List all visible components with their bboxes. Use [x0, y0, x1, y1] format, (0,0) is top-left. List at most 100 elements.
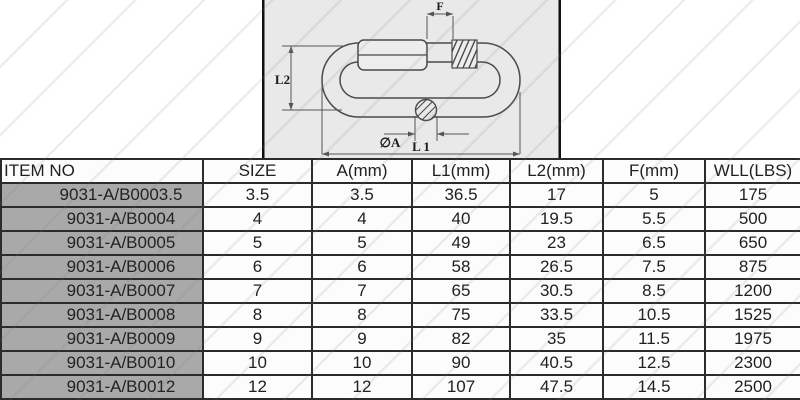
diagram-left-border	[262, 0, 265, 158]
cell-l2-mm: 17	[509, 182, 604, 208]
cell-item-no: 9031-A/B0010	[0, 350, 204, 376]
cell-l1-mm: 82	[411, 326, 511, 352]
cell-l1-mm: 40	[411, 206, 511, 232]
cell-f-mm: 12.5	[602, 350, 706, 376]
cell-f-mm: 5.5	[602, 206, 706, 232]
cell-l2-mm: 47.5	[509, 374, 604, 400]
cell-size: 12	[202, 374, 313, 400]
cell-item-no: 9031-A/B0004	[0, 206, 204, 232]
cell-size: 6	[202, 254, 313, 280]
wire-cross-section	[414, 98, 438, 122]
cell-wll-lbs: 650	[704, 230, 800, 256]
cell-size: 7	[202, 278, 313, 304]
cell-size: 8	[202, 302, 313, 328]
cell-l1-mm: 58	[411, 254, 511, 280]
column-header-l2-mm: L2(mm)	[509, 158, 604, 184]
cell-wll-lbs: 500	[704, 206, 800, 232]
cell-wll-lbs: 2500	[704, 374, 800, 400]
cell-size: 9	[202, 326, 313, 352]
cell-size: 10	[202, 350, 313, 376]
threaded-section	[451, 39, 478, 69]
cell-f-mm: 5	[602, 182, 706, 208]
table-row: 9031-A/B0009 9 9 82 35 11.5 1975	[0, 326, 800, 352]
cell-a-mm: 6	[311, 254, 413, 280]
column-header-item-no: ITEM NO	[0, 158, 204, 184]
dimension-l1	[321, 85, 521, 155]
screw-nut	[357, 39, 428, 71]
arrow-dia-a-left	[408, 131, 415, 137]
arrow-f-right	[446, 11, 453, 17]
cell-wll-lbs: 2300	[704, 350, 800, 376]
cell-l1-mm: 36.5	[411, 182, 511, 208]
dimension-l2	[282, 45, 346, 111]
cell-wll-lbs: 175	[704, 182, 800, 208]
cell-l2-mm: 23	[509, 230, 604, 256]
cell-f-mm: 10.5	[602, 302, 706, 328]
cell-wll-lbs: 1200	[704, 278, 800, 304]
diagram-background	[262, 0, 561, 158]
cell-f-mm: 7.5	[602, 254, 706, 280]
column-header-l1-mm: L1(mm)	[411, 158, 511, 184]
column-header-f-mm: F(mm)	[602, 158, 706, 184]
column-header-size: SIZE	[202, 158, 313, 184]
arrow-l2-bottom	[288, 103, 294, 110]
cell-item-no: 9031-A/B0012	[0, 374, 204, 400]
cell-item-no: 9031-A/B0003.5	[0, 182, 204, 208]
cell-size: 4	[202, 206, 313, 232]
table-row: 9031-A/B0007 7 7 65 30.5 8.5 1200	[0, 278, 800, 304]
cell-a-mm: 10	[311, 350, 413, 376]
cell-l1-mm: 65	[411, 278, 511, 304]
cell-wll-lbs: 1525	[704, 302, 800, 328]
column-header-a-mm: A(mm)	[311, 158, 413, 184]
cell-l2-mm: 30.5	[509, 278, 604, 304]
table-row: 9031-A/B0003.5 3.5 3.5 36.5 17 5 175	[0, 182, 800, 208]
cell-l2-mm: 26.5	[509, 254, 604, 280]
cell-f-mm: 14.5	[602, 374, 706, 400]
quick-link-diagram: F L2 ∅A	[262, 0, 561, 158]
arrow-l1-left	[322, 151, 329, 157]
cell-a-mm: 9	[311, 326, 413, 352]
label-dia-a: ∅A	[380, 135, 401, 150]
label-l1: L 1	[412, 139, 430, 154]
cell-l2-mm: 35	[509, 326, 604, 352]
cell-a-mm: 8	[311, 302, 413, 328]
arrow-f-left	[427, 11, 434, 17]
cell-a-mm: 4	[311, 206, 413, 232]
arrow-l2-top	[288, 46, 294, 53]
cell-a-mm: 3.5	[311, 182, 413, 208]
cell-wll-lbs: 875	[704, 254, 800, 280]
cell-l2-mm: 33.5	[509, 302, 604, 328]
spec-table: ITEM NO SIZE A(mm) L1(mm) L2(mm) F(mm) WLL(LBS…	[0, 158, 800, 400]
cell-l2-mm: 40.5	[509, 350, 604, 376]
column-header-wll-lbs: WLL(LBS)	[704, 158, 800, 184]
table-row: 9031-A/B0004 4 4 40 19.5 5.5 500	[0, 206, 800, 232]
cell-wll-lbs: 1975	[704, 326, 800, 352]
cell-a-mm: 12	[311, 374, 413, 400]
arrow-l1-right	[513, 151, 520, 157]
label-l2: L2	[275, 72, 290, 87]
cell-item-no: 9031-A/B0007	[0, 278, 204, 304]
cell-l1-mm: 49	[411, 230, 511, 256]
cell-size: 3.5	[202, 182, 313, 208]
cell-item-no: 9031-A/B0008	[0, 302, 204, 328]
cell-f-mm: 8.5	[602, 278, 706, 304]
cell-l1-mm: 75	[411, 302, 511, 328]
label-f: F	[436, 0, 443, 13]
cell-f-mm: 11.5	[602, 326, 706, 352]
cell-item-no: 9031-A/B0009	[0, 326, 204, 352]
spec-table-header-row: ITEM NO SIZE A(mm) L1(mm) L2(mm) F(mm) WLL(LBS…	[0, 158, 800, 184]
table-row: 9031-A/B0012 12 12 107 47.5 14.5 2500	[0, 374, 800, 400]
cell-size: 5	[202, 230, 313, 256]
cell-l2-mm: 19.5	[509, 206, 604, 232]
table-row: 9031-A/B0010 10 10 90 40.5 12.5 2300	[0, 350, 800, 376]
quick-link-drawing-svg: F L2 ∅A	[262, 0, 561, 158]
cell-a-mm: 5	[311, 230, 413, 256]
cell-f-mm: 6.5	[602, 230, 706, 256]
diagram-right-border	[558, 0, 561, 158]
cell-item-no: 9031-A/B0006	[0, 254, 204, 280]
table-row: 9031-A/B0008 8 8 75 33.5 10.5 1525	[0, 302, 800, 328]
cell-a-mm: 7	[311, 278, 413, 304]
table-row: 9031-A/B0006 6 6 58 26.5 7.5 875	[0, 254, 800, 280]
table-row: 9031-A/B0005 5 5 49 23 6.5 650	[0, 230, 800, 256]
